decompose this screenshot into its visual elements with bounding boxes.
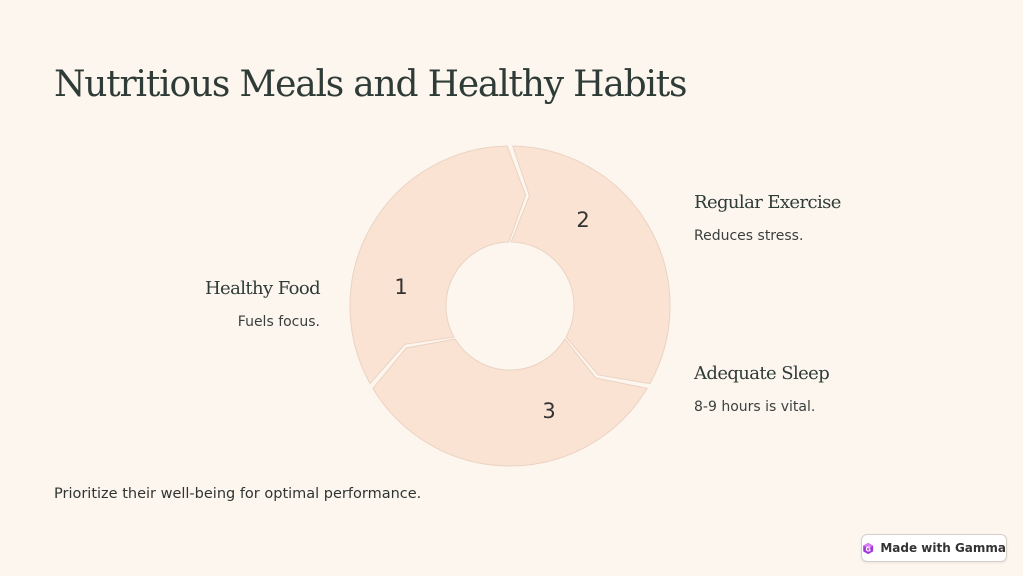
badge-label: Made with Gamma (880, 541, 1006, 555)
cycle-diagram: 1 2 3 (349, 145, 671, 467)
cycle-number-2: 2 (576, 208, 589, 232)
cycle-segment-3 (372, 338, 648, 467)
item-desc-healthy-food: Fuels focus. (237, 314, 320, 330)
item-title-regular-exercise: Regular Exercise (694, 192, 841, 213)
cycle-segment-2 (510, 145, 671, 385)
cycle-number-1: 1 (394, 275, 407, 299)
item-title-healthy-food: Healthy Food (204, 278, 321, 299)
item-title-adequate-sleep: Adequate Sleep (694, 363, 830, 384)
cycle-segment-1 (349, 145, 527, 385)
item-desc-adequate-sleep: 8-9 hours is vital. (694, 399, 816, 415)
gamma-logo-icon: G (863, 542, 874, 554)
item-desc-regular-exercise: Reduces stress. (694, 228, 804, 244)
cycle-number-3: 3 (542, 399, 555, 423)
svg-text:G: G (865, 545, 870, 553)
made-with-gamma-badge[interactable]: G Made with Gamma (861, 534, 1007, 562)
footer-text: Prioritize their well-being for optimal … (54, 486, 422, 502)
page-title: Nutritious Meals and Healthy Habits (54, 64, 688, 105)
